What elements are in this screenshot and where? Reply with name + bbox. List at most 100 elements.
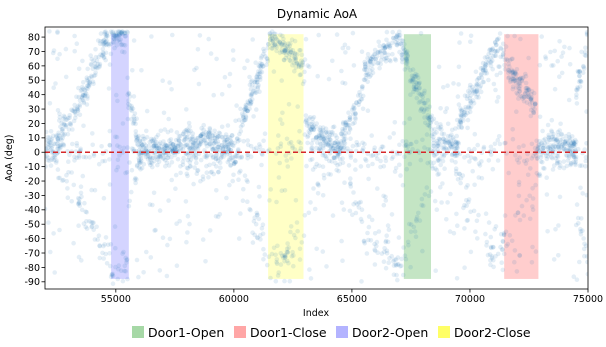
data-point-1103: [247, 98, 253, 103]
data-point-489: [135, 141, 140, 147]
data-point-82: [63, 74, 69, 80]
data-point-133: [63, 46, 69, 52]
data-point-1872: [367, 74, 373, 79]
data-point-2312: [474, 77, 480, 83]
data-point-916: [226, 147, 231, 152]
data-point-1813: [382, 50, 387, 55]
data-point-159: [59, 137, 64, 143]
data-point-705: [205, 134, 211, 140]
data-point-2441: [520, 76, 525, 81]
data-point-1960: [426, 115, 432, 121]
data-point-581: [161, 110, 167, 116]
data-point-1717: [371, 148, 377, 153]
data-point-2585: [502, 141, 507, 146]
data-point-1998: [415, 75, 421, 80]
data-point-2027: [399, 52, 405, 58]
data-point-1696: [366, 176, 371, 182]
data-point-276: [93, 54, 99, 60]
data-point-1824: [379, 251, 385, 256]
data-point-479: [132, 116, 137, 122]
data-point-561: [145, 154, 150, 159]
data-point-1400: [302, 57, 308, 62]
data-point-176: [81, 123, 86, 129]
data-point-2676: [537, 173, 543, 178]
data-point-986: [226, 147, 232, 152]
data-point-2214: [461, 205, 466, 211]
data-point-171: [58, 136, 63, 141]
data-point-148: [61, 143, 67, 148]
data-point-1788: [383, 55, 389, 61]
data-point-1403: [323, 130, 328, 136]
data-point-2724: [541, 137, 546, 143]
data-point-2546: [503, 229, 509, 235]
data-point-683: [167, 236, 173, 242]
data-point-1301: [280, 255, 286, 260]
data-point-1677: [350, 105, 356, 110]
data-point-2223: [462, 226, 467, 231]
data-point-1589: [359, 49, 365, 54]
data-point-1897: [411, 73, 417, 79]
data-point-1101: [245, 179, 250, 184]
data-point-1299: [291, 60, 297, 66]
data-point-2161: [443, 141, 448, 146]
data-point-1681: [345, 146, 350, 151]
data-point-2068: [455, 94, 461, 99]
data-point-1329: [287, 51, 292, 56]
data-point-1123: [245, 108, 250, 114]
data-point-2003: [401, 120, 407, 126]
data-point-1278: [279, 47, 284, 52]
data-point-2092: [436, 141, 441, 146]
data-point-1558: [322, 135, 328, 140]
data-point-1745: [371, 61, 376, 66]
data-point-2555: [510, 70, 515, 75]
data-point-1776: [364, 251, 370, 256]
x-tick-label-60000: 60000: [219, 294, 249, 305]
data-point-1405: [305, 63, 311, 68]
data-point-2487: [493, 224, 499, 229]
data-point-1253: [291, 263, 296, 269]
data-point-71: [45, 149, 51, 154]
data-point-348: [119, 42, 124, 47]
data-point-2794: [543, 153, 549, 159]
data-point-585: [139, 142, 144, 147]
data-point-1198: [269, 251, 275, 257]
data-point-2055: [454, 153, 460, 158]
data-point-1239: [278, 117, 283, 122]
data-point-692: [204, 155, 209, 160]
data-point-2460: [515, 210, 521, 215]
data-point-1535: [330, 58, 335, 64]
data-point-296: [87, 155, 92, 160]
data-point-1898: [416, 150, 422, 156]
data-point-1303: [274, 259, 279, 265]
data-point-2728: [560, 142, 565, 147]
data-point-1968: [425, 98, 431, 103]
data-point-623: [154, 143, 159, 149]
data-point-857: [197, 142, 202, 148]
data-point-2567: [495, 48, 501, 54]
data-point-1904: [414, 139, 419, 145]
data-point-1197: [274, 36, 279, 42]
data-point-819: [175, 156, 181, 162]
data-point-2140: [445, 140, 451, 145]
data-point-2721: [572, 145, 577, 150]
data-point-2539: [514, 157, 520, 163]
data-point-928: [208, 51, 214, 56]
data-point-2361: [477, 75, 482, 81]
data-point-962: [225, 123, 231, 128]
data-point-2472: [510, 127, 515, 132]
data-point-365: [104, 41, 110, 47]
data-point-954: [230, 142, 235, 148]
data-point-447: [132, 177, 138, 182]
data-point-2375: [468, 104, 474, 109]
data-point-223: [72, 110, 78, 115]
data-point-2333: [458, 106, 463, 111]
data-point-274: [100, 53, 106, 58]
data-point-1286: [278, 144, 284, 149]
data-point-2828: [576, 69, 581, 75]
data-point-1005: [219, 92, 225, 97]
data-point-379: [114, 92, 119, 98]
x-axis: 55000 60000 65000 70000 75000: [101, 289, 603, 305]
data-point-2630: [556, 253, 561, 258]
data-point-386: [117, 144, 122, 150]
data-point-1632: [344, 122, 349, 128]
